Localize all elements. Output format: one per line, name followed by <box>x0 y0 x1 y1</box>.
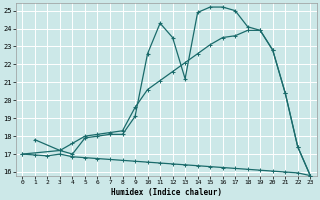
X-axis label: Humidex (Indice chaleur): Humidex (Indice chaleur) <box>111 188 222 197</box>
